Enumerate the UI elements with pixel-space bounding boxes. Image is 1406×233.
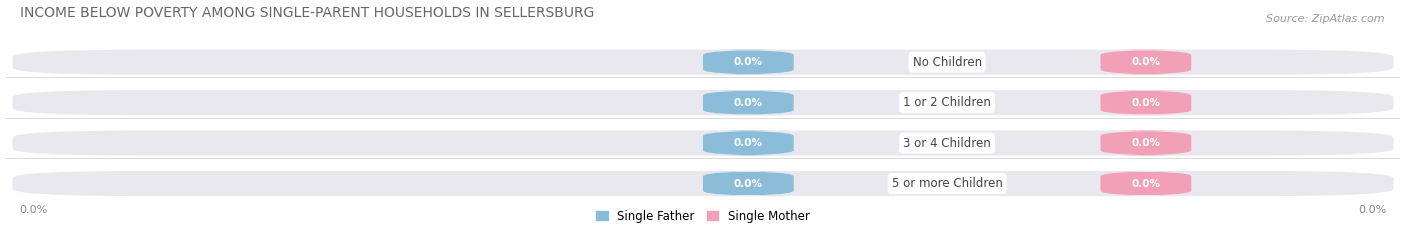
Legend: Single Father, Single Mother: Single Father, Single Mother (592, 205, 814, 227)
Text: 0.0%: 0.0% (1132, 138, 1160, 148)
Text: 0.0%: 0.0% (734, 98, 763, 108)
Text: 0.0%: 0.0% (1132, 98, 1160, 108)
Text: 0.0%: 0.0% (734, 178, 763, 188)
FancyBboxPatch shape (703, 171, 793, 196)
Text: 0.0%: 0.0% (1358, 205, 1386, 215)
Text: 0.0%: 0.0% (1132, 178, 1160, 188)
FancyBboxPatch shape (13, 171, 1393, 196)
Text: 5 or more Children: 5 or more Children (891, 177, 1002, 190)
FancyBboxPatch shape (13, 130, 1393, 156)
FancyBboxPatch shape (703, 50, 793, 75)
Text: 0.0%: 0.0% (1132, 57, 1160, 67)
Text: 1 or 2 Children: 1 or 2 Children (903, 96, 991, 109)
Text: 0.0%: 0.0% (734, 57, 763, 67)
Text: Source: ZipAtlas.com: Source: ZipAtlas.com (1267, 14, 1385, 24)
FancyBboxPatch shape (13, 90, 1393, 115)
FancyBboxPatch shape (1101, 171, 1191, 196)
FancyBboxPatch shape (1101, 50, 1191, 75)
Text: 0.0%: 0.0% (734, 138, 763, 148)
FancyBboxPatch shape (13, 50, 1393, 75)
Text: INCOME BELOW POVERTY AMONG SINGLE-PARENT HOUSEHOLDS IN SELLERSBURG: INCOME BELOW POVERTY AMONG SINGLE-PARENT… (20, 6, 593, 20)
FancyBboxPatch shape (703, 90, 793, 115)
FancyBboxPatch shape (1101, 90, 1191, 115)
Text: 3 or 4 Children: 3 or 4 Children (903, 137, 991, 150)
FancyBboxPatch shape (703, 130, 793, 156)
Text: 0.0%: 0.0% (20, 205, 48, 215)
Text: No Children: No Children (912, 56, 981, 69)
FancyBboxPatch shape (1101, 130, 1191, 156)
